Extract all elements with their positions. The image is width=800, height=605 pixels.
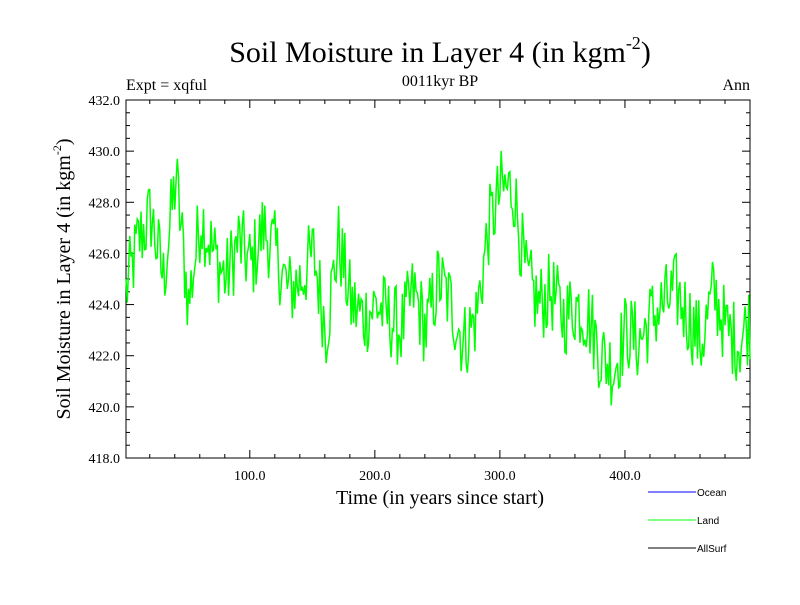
y-axis-label-superscript: -2 [50,145,64,155]
x-axis-label: Time (in years since start) [336,487,544,509]
y-tick-label: 418.0 [89,452,121,467]
x-axis-ticks: 100.0 200.0 300.0 400.0 [149,100,726,484]
legend-label-ocean: Ocean [697,488,726,499]
subtitle-right: Ann [722,77,750,94]
y-tick-label: 432.0 [89,94,121,109]
y-tick-label: 428.0 [89,196,121,211]
y-tick-label: 430.0 [89,145,121,160]
chart-title: Soil Moisture in Layer 4 (in kgm-2) [229,33,651,69]
y-tick-label: 424.0 [89,299,121,314]
chart-title-main: Soil Moisture in Layer 4 (in kgm [229,36,626,69]
x-tick-label: 300.0 [484,469,516,484]
chart-title-close: ) [641,36,651,69]
legend-label-allsurf: AllSurf [697,544,727,555]
x-tick-label: 400.0 [609,469,641,484]
y-axis-label-main: Soil Moisture in Layer 4 (in kgm [53,155,75,420]
legend-label-land: Land [697,516,719,527]
y-axis-ticks: 418.0 420.0 422.0 424.0 426.0 428.0 430.0 432.0 [89,94,750,467]
x-tick-label: 100.0 [234,469,266,484]
y-tick-label: 422.0 [89,350,121,365]
series-line-land [125,150,751,406]
subtitle-left: Expt = xqful [126,77,208,94]
subtitle-center: 0011kyr BP [402,73,478,90]
series-layer [125,150,751,406]
chart-title-superscript: -2 [626,33,641,53]
y-tick-label: 420.0 [89,401,121,416]
y-axis-label: Soil Moisture in Layer 4 (in kgm-2) [50,138,75,419]
x-tick-label: 200.0 [359,469,391,484]
y-axis-label-close: ) [53,138,75,145]
legend: Ocean Land AllSurf [648,488,727,555]
y-tick-label: 426.0 [89,247,121,262]
